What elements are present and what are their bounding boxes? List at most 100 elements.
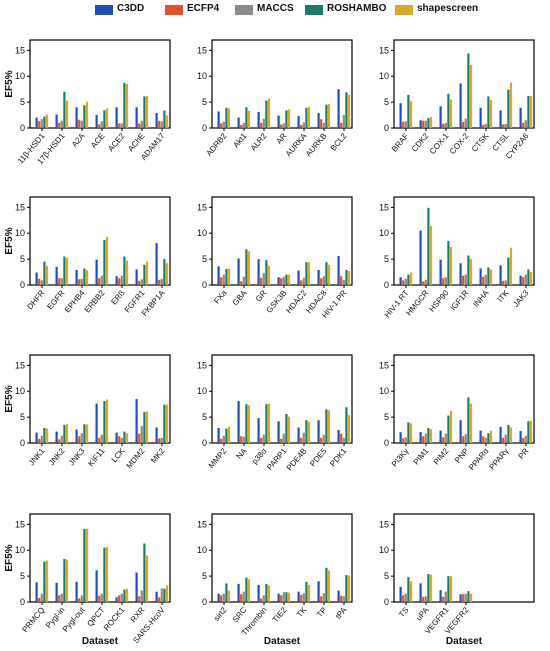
bar <box>507 89 510 128</box>
bar <box>105 399 109 443</box>
bar <box>307 262 311 285</box>
bar <box>419 583 422 602</box>
bar <box>524 274 527 285</box>
y-tick-label: 10 <box>379 228 389 238</box>
bar <box>163 259 166 285</box>
bar <box>337 590 340 602</box>
bar <box>297 270 300 285</box>
bar <box>60 435 63 443</box>
bar <box>262 118 265 128</box>
bar <box>347 94 351 128</box>
y-tick-label: 10 <box>15 386 25 396</box>
y-tick-label: 5 <box>20 97 25 107</box>
bar <box>95 570 98 602</box>
bar <box>527 269 530 285</box>
bar <box>467 591 470 602</box>
bar <box>40 280 43 285</box>
bar <box>402 438 405 443</box>
plot-frame <box>393 354 535 444</box>
bar <box>75 269 78 285</box>
bar <box>158 120 161 128</box>
bar <box>287 109 291 128</box>
bar <box>100 275 103 285</box>
bar <box>155 427 158 443</box>
bar <box>267 585 271 602</box>
bar <box>419 432 422 443</box>
bar <box>158 279 161 285</box>
bar <box>489 430 493 443</box>
x-tick-label: COX-2 <box>448 131 471 156</box>
bar <box>225 428 228 443</box>
x-tick-label: ROCK1 <box>102 605 127 632</box>
x-tick-label: DHFR <box>25 288 46 311</box>
bar <box>163 588 166 602</box>
plot-frame <box>29 354 171 444</box>
bar <box>78 436 81 443</box>
x-tick-label: LCK <box>110 446 127 464</box>
bar <box>38 278 41 285</box>
bar <box>317 420 320 443</box>
bar <box>43 427 46 443</box>
bar <box>422 596 425 602</box>
y-tick-label: 0 <box>202 438 207 448</box>
y-tick-label: 15 <box>15 202 25 212</box>
bar <box>80 120 83 128</box>
x-tick-label: BCL2 <box>329 131 349 153</box>
x-tick-label: A2A <box>70 131 87 149</box>
bar <box>467 53 470 128</box>
x-tick-label: uPA <box>414 605 431 622</box>
bar <box>422 281 425 285</box>
bar <box>123 589 126 602</box>
plot-frame <box>29 39 171 129</box>
bar <box>509 247 513 285</box>
bar <box>242 436 245 443</box>
bar <box>225 107 228 128</box>
bar <box>342 437 345 443</box>
y-tick-label: 0 <box>384 123 389 133</box>
bar <box>58 278 61 285</box>
bar <box>118 595 121 602</box>
bar <box>285 274 288 285</box>
bar <box>529 95 533 128</box>
bar <box>135 399 138 443</box>
bar <box>220 277 223 285</box>
y-tick-label: 10 <box>197 228 207 238</box>
y-tick-label: 5 <box>202 254 207 264</box>
bar <box>499 265 502 285</box>
bar <box>502 280 505 285</box>
x-tick-label: AR <box>274 131 288 145</box>
bar <box>307 584 311 602</box>
bar <box>345 92 348 128</box>
bar <box>342 115 345 128</box>
bar <box>227 268 231 285</box>
bar <box>297 591 300 602</box>
bar <box>325 409 328 443</box>
bar <box>427 427 430 443</box>
bar <box>459 420 462 443</box>
bar <box>277 593 280 602</box>
bar <box>262 273 265 285</box>
x-axis-title: Dataset <box>82 636 119 647</box>
y-tick-label: 5 <box>384 97 389 107</box>
bar <box>407 94 410 128</box>
x-tick-label: PI3Kγ <box>390 447 411 469</box>
bar <box>305 581 308 602</box>
bar <box>85 529 89 602</box>
bar <box>222 435 225 443</box>
y-tick-label: 10 <box>379 545 389 555</box>
x-tick-label: TK <box>295 605 309 619</box>
bar <box>125 588 129 602</box>
bar <box>100 434 103 443</box>
plot-frame <box>211 513 353 603</box>
x-tick-label: PIM2 <box>432 446 451 467</box>
bar <box>504 434 507 443</box>
x-tick-label: GR <box>254 288 269 303</box>
y-tick-label: 0 <box>384 280 389 290</box>
plot-frame <box>211 196 353 286</box>
bar <box>489 269 493 285</box>
x-tick-label: CTSK <box>470 131 491 154</box>
bar <box>227 590 231 602</box>
y-tick-label: 10 <box>197 545 207 555</box>
bar <box>143 543 146 602</box>
bar <box>260 277 263 285</box>
